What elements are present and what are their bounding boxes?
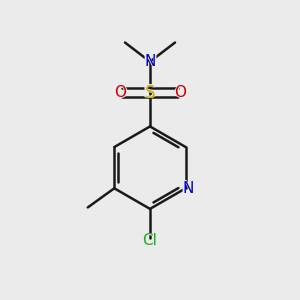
Text: N: N (142, 53, 158, 71)
Text: O: O (112, 84, 127, 102)
Text: N: N (144, 54, 156, 69)
Text: Cl: Cl (142, 233, 158, 248)
Text: N: N (182, 181, 194, 196)
Text: O: O (173, 84, 188, 102)
Text: S: S (143, 83, 157, 102)
Text: Cl: Cl (140, 232, 160, 250)
Text: O: O (174, 85, 186, 100)
Text: O: O (114, 85, 126, 100)
Text: S: S (145, 84, 155, 102)
Text: N: N (181, 179, 196, 197)
